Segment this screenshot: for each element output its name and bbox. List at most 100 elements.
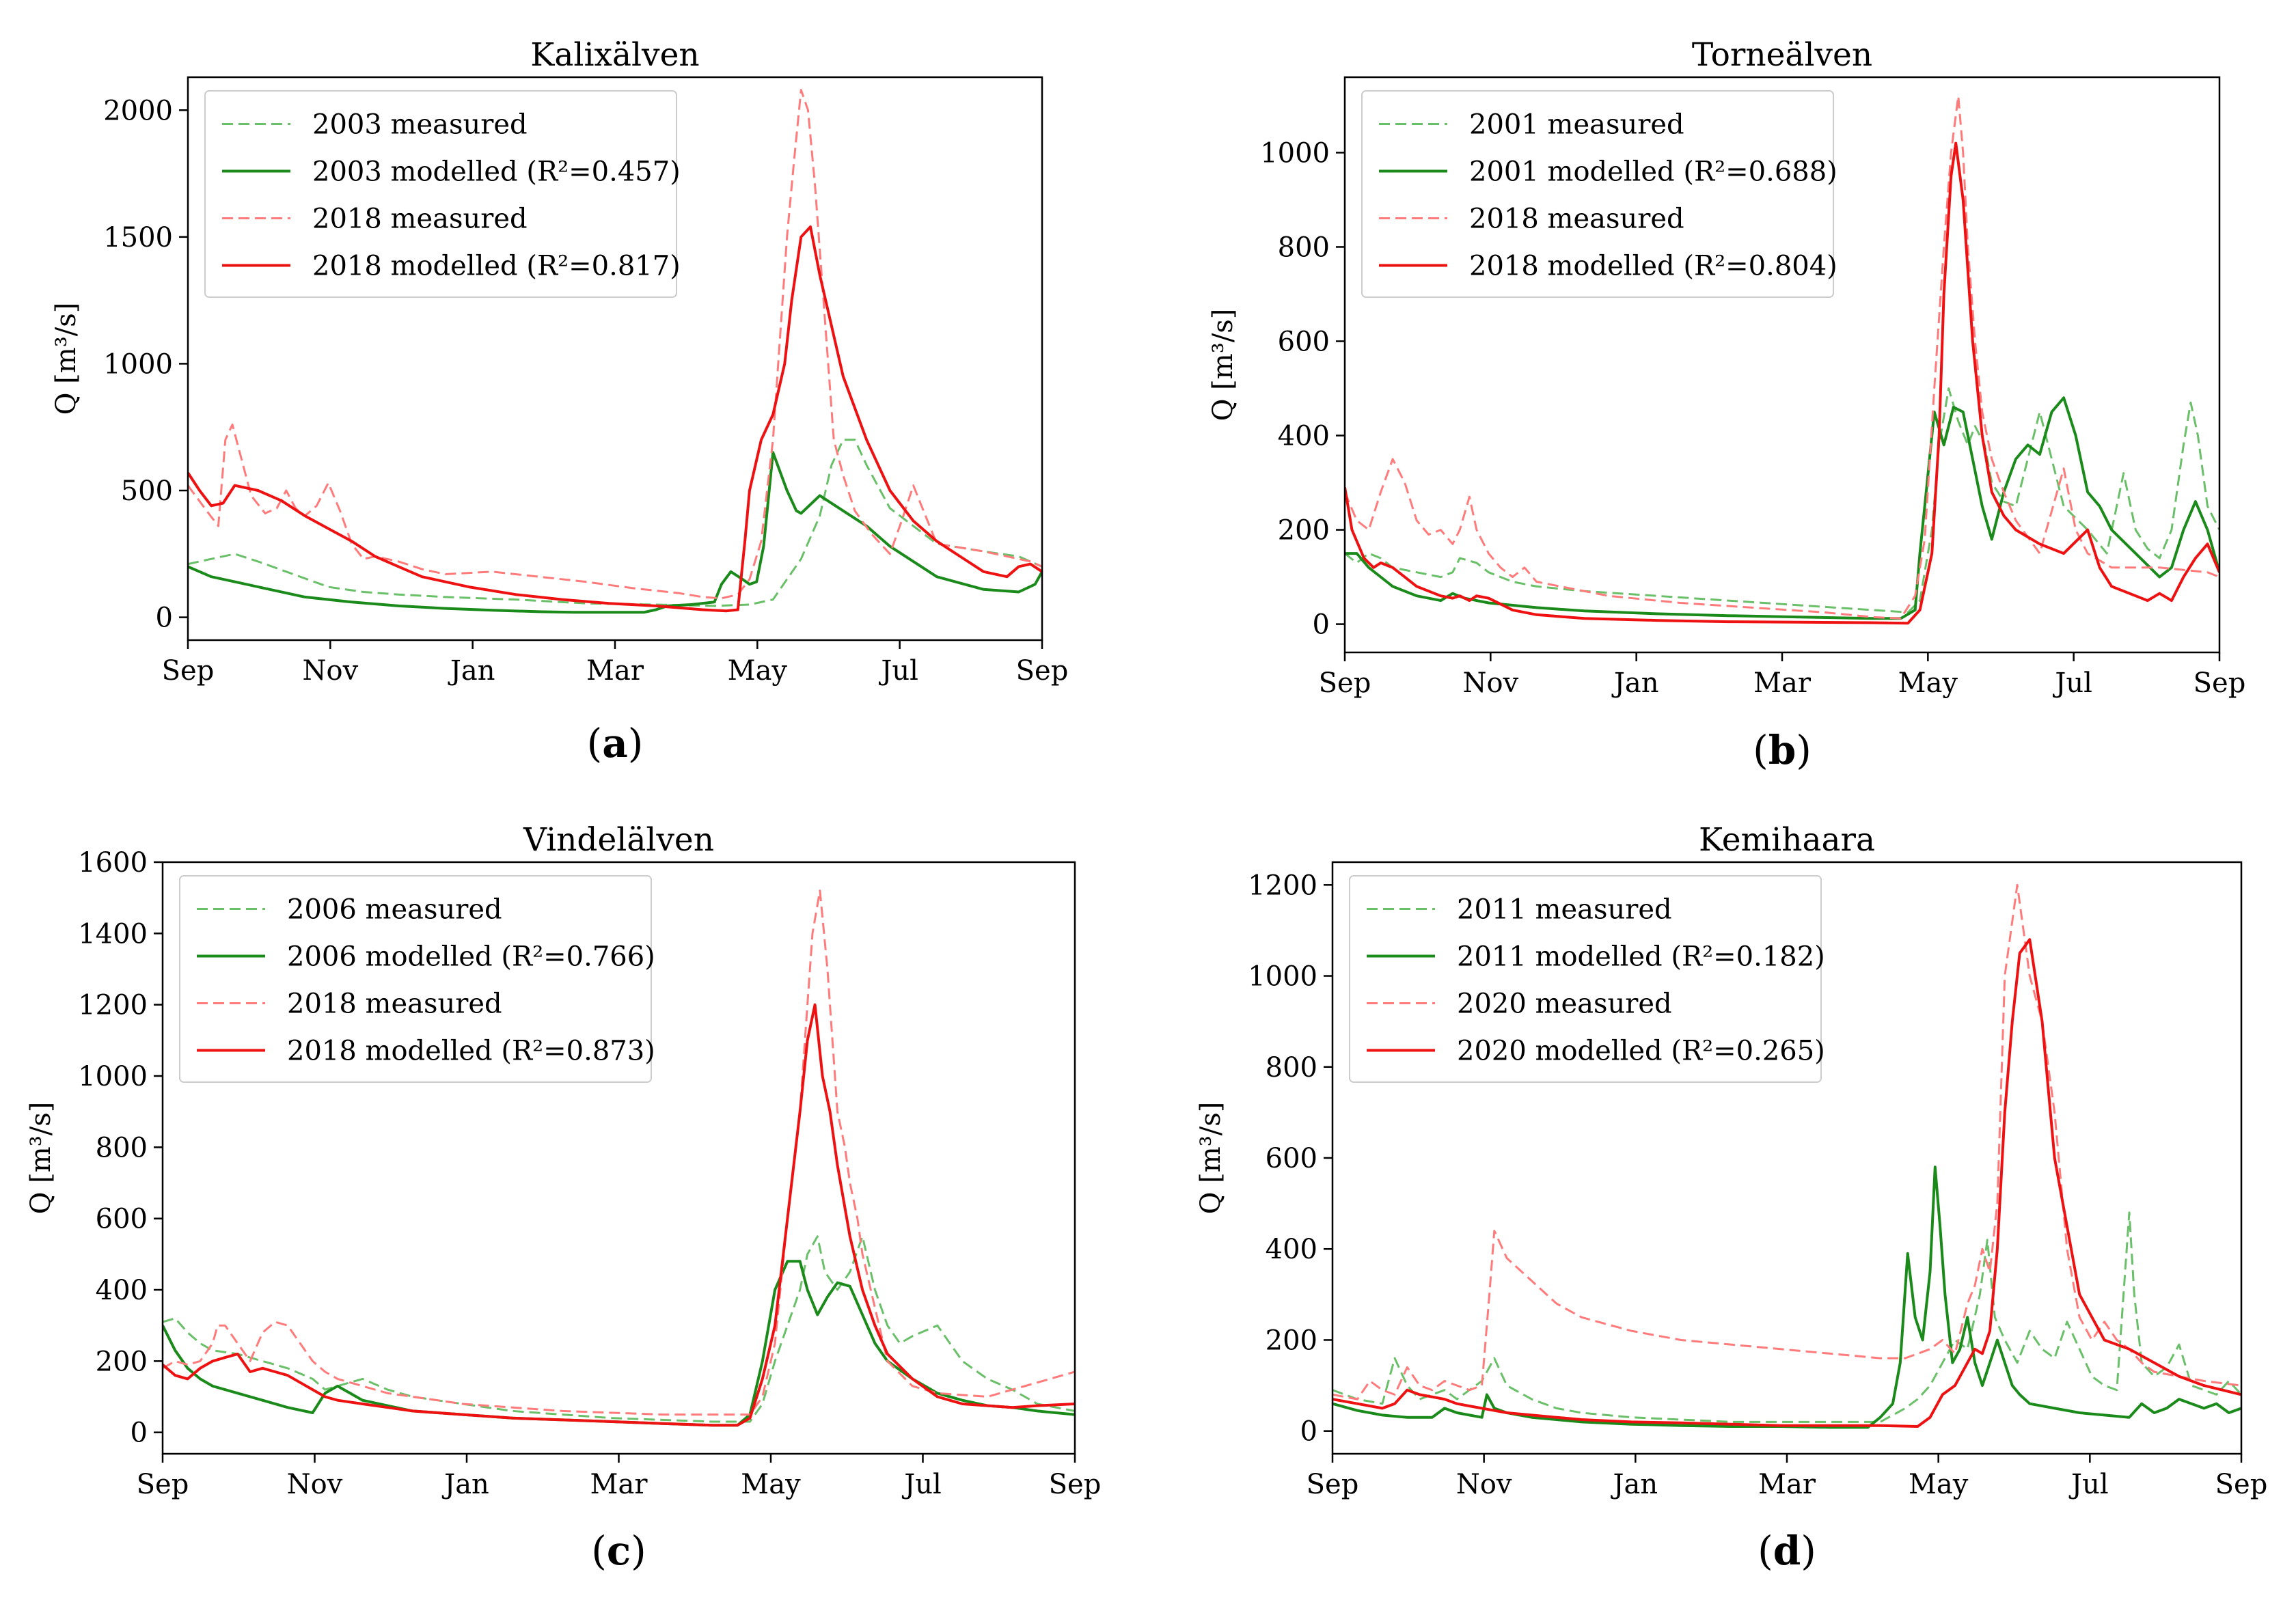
x-tick-label: Nov (287, 1469, 343, 1500)
x-tick-label: May (1898, 667, 1958, 699)
legend-label: 2003 modelled (R²=0.457) (312, 156, 681, 188)
chart-title: Kalixälven (530, 36, 699, 74)
x-tick-label: Nov (1456, 1469, 1512, 1500)
y-tick-label: 600 (96, 1204, 148, 1235)
y-axis-label: Q [m³/s] (25, 1102, 57, 1215)
y-axis-label: Q [m³/s] (1195, 1102, 1227, 1215)
series-lines (188, 89, 1042, 614)
x-tick-label: Jan (1611, 667, 1659, 699)
x-tick-label: Sep (1307, 1469, 1359, 1500)
series-line-4 (1332, 938, 2241, 1428)
series-line-2 (1345, 396, 2219, 620)
legend-label: 2018 measured (1469, 204, 1684, 235)
panel-caption: (b) (1753, 727, 1812, 773)
series-line-4 (163, 1003, 1075, 1427)
y-tick-label: 0 (131, 1418, 148, 1449)
x-tick-label: Sep (137, 1469, 189, 1500)
y-tick-label: 1600 (78, 847, 148, 879)
series-line-1 (163, 1235, 1075, 1423)
x-tick-label: Sep (1319, 667, 1371, 699)
y-tick-label: 2000 (103, 95, 173, 126)
x-tick-label: Sep (1016, 655, 1069, 687)
panel-caption: (d) (1758, 1528, 1816, 1574)
legend-label: 2018 measured (287, 989, 502, 1020)
y-tick-label: 500 (121, 475, 173, 507)
legend-label: 2018 modelled (R²=0.817) (312, 251, 681, 282)
series-line-1 (1345, 387, 2219, 613)
legend-label: 2006 measured (287, 894, 502, 926)
y-tick-label: 0 (1313, 609, 1330, 641)
y-tick-label: 1000 (78, 1061, 148, 1092)
x-tick-label: Sep (2194, 667, 2246, 699)
legend: 2001 measured 2001 modelled (R²=0.688) 201… (1361, 90, 1837, 298)
series-line-4 (1345, 141, 2219, 625)
x-tick-label: Jan (448, 655, 495, 687)
y-tick-label: 1000 (1248, 961, 1317, 993)
y-tick-label: 600 (1266, 1143, 1317, 1174)
y-tick-label: 800 (1278, 232, 1330, 263)
y-tick-label: 800 (1266, 1052, 1317, 1083)
y-tick-label: 400 (1266, 1234, 1317, 1265)
y-tick-label: 200 (96, 1346, 148, 1377)
x-tick-label: Jul (2068, 1469, 2109, 1500)
y-tick-label: 0 (156, 603, 173, 634)
x-tick-label: Jul (901, 1469, 942, 1500)
x-tick-label: Nov (302, 655, 358, 687)
legend-label: 2020 measured (1457, 989, 1672, 1020)
x-tick-label: Mar (1758, 1469, 1816, 1500)
series-lines (1345, 95, 2219, 625)
x-tick-label: Sep (162, 655, 215, 687)
legend: 2006 measured 2006 modelled (R²=0.766) 201… (179, 875, 655, 1083)
panel-b: Sep Nov Jan Mar May Jul Sep 0 200 400 600 800 1000 To… (1207, 36, 2245, 773)
series-line-1 (1332, 1211, 2241, 1423)
legend-box (179, 875, 652, 1083)
x-tick-label: Jan (1611, 1469, 1658, 1500)
legend: 2011 measured 2011 modelled (R²=0.182) 202… (1349, 875, 1825, 1083)
series-line-4 (188, 225, 1042, 613)
y-tick-label: 400 (96, 1275, 148, 1306)
panel-caption: (c) (591, 1528, 646, 1574)
x-tick-label: May (728, 655, 788, 687)
legend-label: 2001 measured (1469, 109, 1684, 141)
x-tick-label: Jul (878, 655, 918, 687)
series-line-3 (1332, 883, 2241, 1400)
y-axis-label: Q [m³/s] (1207, 309, 1239, 422)
legend: 2003 measured 2003 modelled (R²=0.457) 201… (204, 90, 681, 298)
legend-label: 2011 measured (1457, 894, 1672, 926)
legend-label: 2018 modelled (R²=0.804) (1469, 251, 1837, 282)
x-tick-label: Sep (1049, 1469, 1102, 1500)
x-tick-label: Mar (1753, 667, 1812, 699)
x-tick-label: May (741, 1469, 801, 1500)
chart-title: Torneälven (1692, 36, 1872, 74)
panel-d: Sep Nov Jan Mar May Jul Sep 0 200 400 600 800 1000 12… (1195, 821, 2267, 1574)
panel-c: Sep Nov Jan Mar May Jul Sep 0 200 400 600 800 1000 12… (25, 821, 1101, 1574)
y-tick-label: 800 (96, 1132, 148, 1163)
chart-title: Vindelälven (523, 821, 714, 859)
series-line-3 (188, 89, 1042, 600)
series-line-2 (1332, 1165, 2241, 1429)
x-tick-label: May (1909, 1469, 1969, 1500)
series-lines (163, 889, 1075, 1427)
x-tick-label: Mar (590, 1469, 648, 1500)
series-line-1 (188, 439, 1042, 607)
x-tick-label: Sep (2215, 1469, 2268, 1500)
legend-box (204, 90, 677, 298)
legend-label: 2001 modelled (R²=0.688) (1469, 156, 1837, 188)
y-tick-label: 1500 (103, 222, 173, 253)
y-tick-label: 1000 (1260, 137, 1330, 169)
y-tick-label: 1400 (78, 918, 148, 950)
chart-title: Kemihaara (1699, 821, 1875, 859)
legend-label: 2011 modelled (R²=0.182) (1457, 941, 1825, 973)
y-tick-label: 1000 (103, 348, 173, 380)
y-axis-label: Q [m³/s] (51, 303, 82, 415)
legend-box (1349, 875, 1822, 1083)
y-tick-label: 600 (1278, 326, 1330, 357)
y-tick-label: 200 (1266, 1325, 1317, 1356)
x-tick-label: Nov (1462, 667, 1518, 699)
x-tick-label: Mar (586, 655, 644, 687)
y-tick-label: 1200 (78, 990, 148, 1021)
x-tick-label: Jan (441, 1469, 489, 1500)
series-line-2 (188, 451, 1042, 614)
x-tick-label: Jul (2052, 667, 2092, 699)
